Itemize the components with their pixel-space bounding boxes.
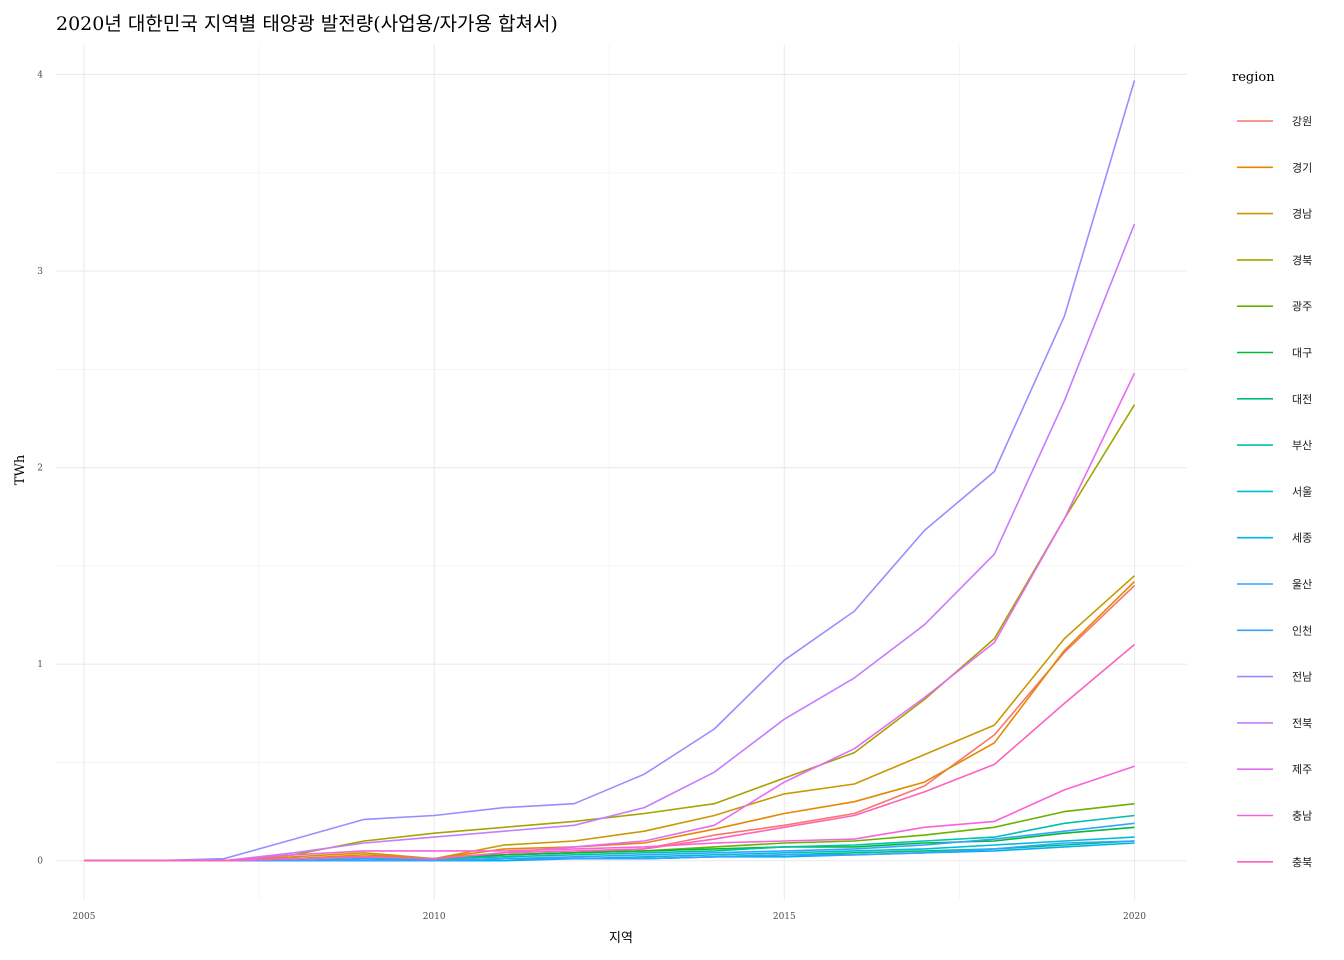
legend-label: 충북 (1292, 856, 1312, 869)
series-line-전남 (84, 80, 1136, 862)
y-tick-label: 2 (37, 464, 43, 474)
x-tick-label: 2015 (773, 912, 796, 922)
legend-label: 대구 (1292, 347, 1312, 360)
series-line-전북 (84, 223, 1136, 862)
series-line-충북 (84, 643, 1136, 862)
legend-label: 경기 (1292, 161, 1312, 174)
y-axis-title: TWh (13, 454, 28, 485)
x-tick-label: 2005 (73, 912, 96, 922)
y-tick-label: 0 (37, 857, 43, 867)
series-line-인천 (84, 822, 1135, 862)
y-tick-label: 3 (37, 267, 43, 277)
legend-label: 인천 (1292, 623, 1312, 637)
legend-label: 제주 (1292, 763, 1312, 776)
legend-label: 광주 (1292, 300, 1312, 313)
legend-label: 경남 (1292, 208, 1312, 221)
legend-label: 대전 (1292, 393, 1312, 406)
legend-label: 충남 (1292, 810, 1312, 823)
legend-label: 강원 (1292, 115, 1312, 128)
series-lines (84, 80, 1136, 862)
legend-label: 울산 (1292, 578, 1312, 591)
legend-label: 부산 (1292, 439, 1312, 452)
legend-label: 전남 (1292, 671, 1312, 684)
x-axis-ticks: 2005 2010 2015 2020 (73, 912, 1147, 922)
legend-label: 경북 (1292, 254, 1312, 267)
series-line-경남 (84, 575, 1136, 862)
y-tick-label: 4 (37, 70, 43, 80)
y-tick-label: 1 (37, 660, 43, 670)
x-axis-title: 지역 (609, 931, 633, 946)
x-tick-label: 2020 (1123, 912, 1146, 922)
chart-grid (56, 45, 1187, 900)
y-axis-ticks: 0 1 2 3 4 (37, 70, 43, 866)
x-tick-label: 2010 (423, 912, 446, 922)
series-line-충남 (84, 765, 1135, 862)
legend-label: 세종 (1292, 532, 1312, 545)
legend-title: region (1232, 70, 1275, 85)
legend-label: 서울 (1292, 485, 1312, 498)
legend: region 강원경기경남경북광주대구대전부산서울세종울산인천전남전북제주충남충… (1232, 70, 1312, 869)
legend-label: 전북 (1292, 717, 1312, 730)
chart-title: 2020년 대한민국 지역별 태양광 발전량(사업용/자가용 합쳐서) (56, 13, 558, 35)
